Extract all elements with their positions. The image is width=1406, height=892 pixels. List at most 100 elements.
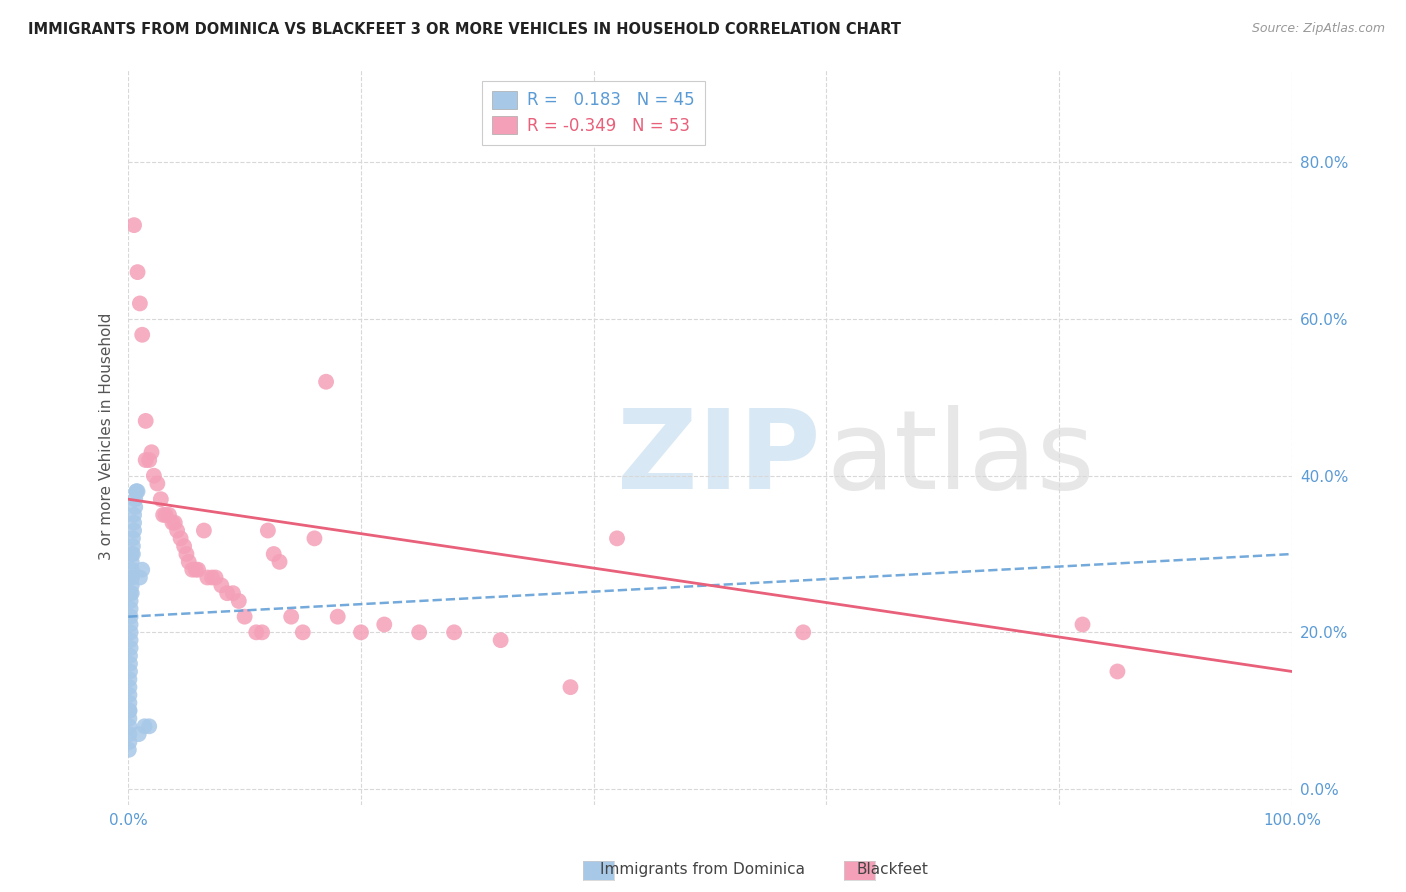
Point: [125, 484, 148, 499]
Point: [560, 680, 582, 694]
Point: [792, 625, 814, 640]
Point: [128, 570, 150, 584]
Point: [373, 617, 395, 632]
Point: [146, 476, 169, 491]
Point: [204, 570, 226, 584]
Point: [166, 524, 188, 538]
Point: [263, 547, 285, 561]
Point: [122, 218, 145, 232]
Point: [118, 743, 141, 757]
Point: [280, 609, 302, 624]
Point: [245, 625, 267, 640]
Point: [124, 500, 146, 514]
Point: [326, 609, 349, 624]
Point: [269, 555, 291, 569]
Point: [127, 265, 149, 279]
Point: [138, 719, 160, 733]
Point: [120, 609, 142, 624]
Point: [169, 532, 191, 546]
Point: [489, 633, 512, 648]
Point: [118, 711, 141, 725]
Point: [118, 648, 141, 663]
Point: [127, 484, 149, 499]
Point: [142, 468, 165, 483]
Point: [184, 563, 207, 577]
Point: [118, 665, 141, 679]
Point: [135, 453, 157, 467]
Point: [134, 719, 156, 733]
Point: [120, 640, 142, 655]
Point: [257, 524, 280, 538]
Point: [228, 594, 250, 608]
Point: [118, 704, 141, 718]
Point: [121, 563, 143, 577]
Point: [157, 508, 180, 522]
Point: [120, 633, 142, 648]
Point: [118, 688, 141, 702]
Point: [121, 570, 143, 584]
Point: [118, 680, 141, 694]
Point: [128, 296, 150, 310]
Point: [121, 578, 143, 592]
Point: [118, 657, 141, 671]
Point: [118, 704, 141, 718]
Point: [304, 532, 326, 546]
Legend: R =   0.183   N = 45, R = -0.349   N = 53: R = 0.183 N = 45, R = -0.349 N = 53: [482, 80, 704, 145]
Point: [124, 492, 146, 507]
Point: [118, 696, 141, 710]
Point: [121, 570, 143, 584]
Point: [138, 453, 160, 467]
Point: [187, 563, 209, 577]
Point: [118, 673, 141, 687]
Point: [131, 563, 153, 577]
Point: [163, 516, 186, 530]
Point: [122, 508, 145, 522]
Y-axis label: 3 or more Vehicles in Household: 3 or more Vehicles in Household: [100, 313, 114, 560]
Point: [291, 625, 314, 640]
Point: [201, 570, 224, 584]
Point: [125, 484, 148, 499]
Point: [121, 547, 143, 561]
Point: [122, 547, 145, 561]
Text: Blackfeet: Blackfeet: [856, 863, 929, 877]
Point: [131, 327, 153, 342]
Point: [120, 594, 142, 608]
Point: [121, 555, 143, 569]
Point: [195, 570, 218, 584]
Point: [122, 539, 145, 553]
Point: [209, 578, 232, 592]
Point: [118, 727, 141, 741]
Point: [141, 445, 163, 459]
Point: [122, 516, 145, 530]
Point: [217, 586, 239, 600]
Text: IMMIGRANTS FROM DOMINICA VS BLACKFEET 3 OR MORE VEHICLES IN HOUSEHOLD CORRELATIO: IMMIGRANTS FROM DOMINICA VS BLACKFEET 3 …: [28, 22, 901, 37]
Point: [122, 524, 145, 538]
Text: Source: ZipAtlas.com: Source: ZipAtlas.com: [1251, 22, 1385, 36]
Point: [606, 532, 628, 546]
Text: ZIP: ZIP: [617, 405, 820, 512]
Point: [1107, 665, 1129, 679]
Point: [152, 508, 174, 522]
Point: [120, 586, 142, 600]
Point: [173, 539, 195, 553]
Point: [222, 586, 245, 600]
Point: [176, 547, 198, 561]
Point: [408, 625, 430, 640]
Point: [120, 617, 142, 632]
Point: [149, 492, 172, 507]
Point: [121, 586, 143, 600]
Point: [1071, 617, 1094, 632]
Point: [181, 563, 204, 577]
Point: [122, 532, 145, 546]
Point: [118, 735, 141, 749]
Point: [155, 508, 177, 522]
Point: [443, 625, 465, 640]
Point: [177, 555, 200, 569]
Text: atlas: atlas: [827, 405, 1095, 512]
Point: [250, 625, 273, 640]
Point: [193, 524, 215, 538]
Point: [120, 602, 142, 616]
Point: [135, 414, 157, 428]
Text: Immigrants from Dominica: Immigrants from Dominica: [600, 863, 806, 877]
Point: [118, 719, 141, 733]
